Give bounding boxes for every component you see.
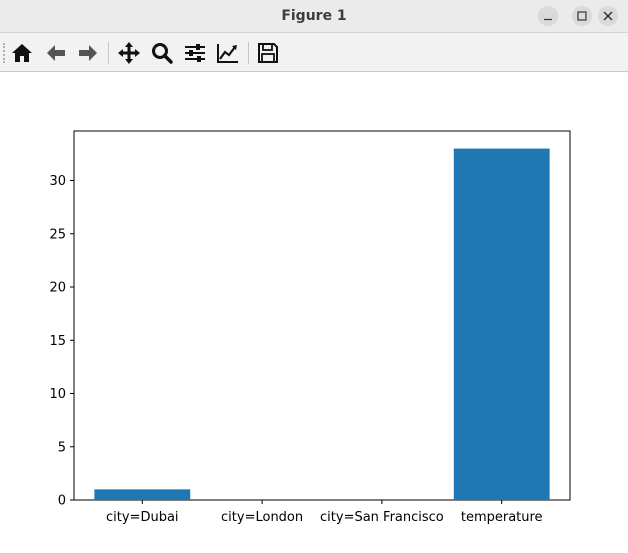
close-button[interactable] xyxy=(598,6,618,26)
minimize-button[interactable] xyxy=(538,6,558,26)
pan-icon xyxy=(118,42,140,64)
y-tick-label: 5 xyxy=(58,440,66,455)
y-tick-label: 15 xyxy=(49,334,66,349)
x-tick-label: city=London xyxy=(221,510,303,525)
bar-chart: 0 5 10 15 20 25 30 city=Dubai city=London city=S… xyxy=(49,130,571,525)
y-tick-label: 30 xyxy=(49,174,66,189)
forward-button[interactable] xyxy=(76,41,100,65)
y-tick-label: 20 xyxy=(49,281,66,296)
x-tick-label: city=San Francisco xyxy=(320,510,444,525)
x-tick-label: temperature xyxy=(461,510,543,525)
edit-axes-icon xyxy=(217,44,238,63)
window-title: Figure 1 xyxy=(281,8,347,24)
y-tick-label: 10 xyxy=(49,387,66,402)
bar-city-dubai xyxy=(94,489,191,500)
window-titlebar: Figure 1 xyxy=(0,0,628,33)
back-arrow-icon xyxy=(47,45,65,61)
toolbar-separator xyxy=(248,42,249,64)
x-tick-label: city=Dubai xyxy=(106,510,179,525)
home-icon xyxy=(12,44,32,62)
save-icon xyxy=(258,43,278,63)
maximize-icon xyxy=(577,11,587,21)
toolbar-separator xyxy=(108,42,109,64)
edit-axes-button[interactable] xyxy=(216,41,240,65)
bar-temperature xyxy=(453,148,550,501)
zoom-icon xyxy=(152,43,173,64)
pan-button[interactable] xyxy=(117,41,141,65)
back-button[interactable] xyxy=(44,41,68,65)
zoom-button[interactable] xyxy=(150,41,174,65)
configure-subplots-icon xyxy=(185,44,205,62)
configure-subplots-button[interactable] xyxy=(183,41,207,65)
save-button[interactable] xyxy=(256,41,280,65)
maximize-button[interactable] xyxy=(572,6,592,26)
minimize-icon xyxy=(544,18,552,21)
close-icon xyxy=(603,11,613,21)
home-button[interactable] xyxy=(10,41,34,65)
forward-arrow-icon xyxy=(79,45,97,61)
y-tick-label: 0 xyxy=(58,494,66,509)
navigation-toolbar xyxy=(0,33,628,72)
toolbar-grip xyxy=(3,43,7,63)
figure-canvas[interactable]: 0 5 10 15 20 25 30 city=Dubai city=London city=S… xyxy=(0,72,628,549)
y-tick-label: 25 xyxy=(49,227,66,242)
